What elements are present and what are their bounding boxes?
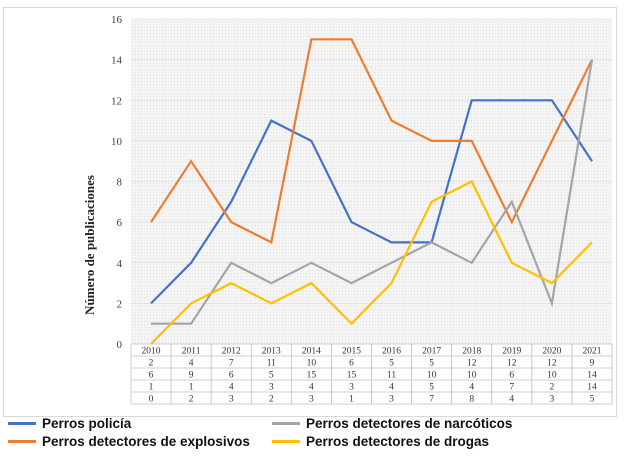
table-cell: 2 — [189, 395, 194, 405]
legend-swatch-drogas — [272, 440, 300, 443]
table-cell: 10 — [307, 359, 317, 369]
y-tick-label: 4 — [117, 258, 123, 270]
table-cell: 4 — [389, 383, 394, 393]
table-cell: 5 — [269, 371, 274, 381]
table-cell: 1 — [189, 383, 194, 393]
table-cell: 6 — [349, 359, 354, 369]
table-cell: 12 — [507, 359, 517, 369]
table-cell: 10 — [427, 371, 437, 381]
table-cell: 5 — [590, 395, 595, 405]
x-tick-label: 2020 — [542, 347, 561, 357]
x-tick-label: 2012 — [222, 347, 241, 357]
y-tick-label: 14 — [111, 55, 123, 67]
table-cell: 7 — [509, 383, 514, 393]
x-tick-label: 2013 — [262, 347, 281, 357]
table-cell: 2 — [550, 383, 555, 393]
y-tick-label: 12 — [111, 95, 122, 107]
table-cell: 5 — [429, 359, 434, 369]
series-line-1 — [150, 38, 593, 245]
series-line-2 — [151, 59, 594, 325]
legend-item-policia: Perros policía — [8, 416, 131, 431]
table-cell: 12 — [467, 359, 477, 369]
y-tick-label: 0 — [117, 339, 123, 351]
table-cell: 2 — [149, 359, 154, 369]
table-cell: 14 — [587, 383, 597, 393]
table-cell: 4 — [309, 383, 314, 393]
table-cell: 3 — [349, 383, 354, 393]
table-cell: 7 — [429, 395, 434, 405]
y-tick-label: 6 — [117, 217, 123, 229]
x-tick-label: 2017 — [422, 347, 441, 357]
y-tick-label: 2 — [117, 298, 123, 310]
table-cell: 5 — [389, 359, 394, 369]
table-cell: 1 — [349, 395, 354, 405]
table-cell: 12 — [547, 359, 557, 369]
table-cell: 4 — [469, 383, 474, 393]
table-cell: 15 — [307, 371, 317, 381]
table-cell: 9 — [590, 359, 595, 369]
y-tick-label: 16 — [111, 14, 123, 26]
table-cell: 1 — [149, 383, 154, 393]
legend-item-explosivos: Perros detectores de explosivos — [8, 434, 250, 449]
table-cell: 6 — [509, 371, 514, 381]
table-cell: 0 — [149, 395, 154, 405]
legend-label: Perros detectores de explosivos — [42, 434, 250, 449]
x-tick-label: 2010 — [142, 347, 161, 357]
legend-label: Perros detectores de drogas — [306, 434, 490, 449]
y-tick-label: 10 — [111, 136, 123, 148]
x-tick-label: 2019 — [502, 347, 521, 357]
legend-swatch-explosivos — [8, 440, 36, 443]
table-cell: 9 — [189, 371, 194, 381]
table-cell: 8 — [469, 395, 474, 405]
x-tick-label: 2015 — [342, 347, 361, 357]
y-tick-label: 8 — [117, 177, 123, 189]
table-cell: 5 — [429, 383, 434, 393]
table-cell: 11 — [387, 371, 396, 381]
table-cell: 3 — [389, 395, 394, 405]
x-tick-label: 2014 — [302, 347, 321, 357]
table-cell: 3 — [229, 395, 234, 405]
table-cell: 14 — [587, 371, 597, 381]
table-cell: 3 — [269, 383, 274, 393]
table-cell: 4 — [229, 383, 234, 393]
table-cell: 10 — [467, 371, 477, 381]
table-cell: 2 — [269, 395, 274, 405]
table-cell: 11 — [267, 359, 276, 369]
x-tick-label: 2011 — [182, 347, 201, 357]
table-cell: 3 — [550, 395, 555, 405]
legend-label: Perros policía — [42, 416, 132, 431]
legend-item-narcoticos: Perros detectores de narcóticos — [272, 416, 512, 431]
table-cell: 6 — [149, 371, 154, 381]
table-cell: 15 — [347, 371, 357, 381]
y-axis-label: Número de publicaciones — [82, 175, 97, 315]
table-cell: 10 — [547, 371, 557, 381]
table-cell: 6 — [229, 371, 234, 381]
table-cell: 4 — [509, 395, 514, 405]
x-tick-label: 2018 — [462, 347, 481, 357]
legend-swatch-narcoticos — [272, 422, 300, 425]
series-line-3 — [150, 180, 593, 345]
x-tick-label: 2021 — [582, 347, 601, 357]
table-cell: 7 — [229, 359, 234, 369]
legend-label: Perros detectores de narcóticos — [306, 416, 513, 431]
table-cell: 3 — [309, 395, 314, 405]
legend-item-drogas: Perros detectores de drogas — [272, 434, 489, 449]
x-tick-label: 2016 — [382, 347, 401, 357]
table-cell: 4 — [189, 359, 194, 369]
legend-swatch-policia — [8, 422, 36, 425]
